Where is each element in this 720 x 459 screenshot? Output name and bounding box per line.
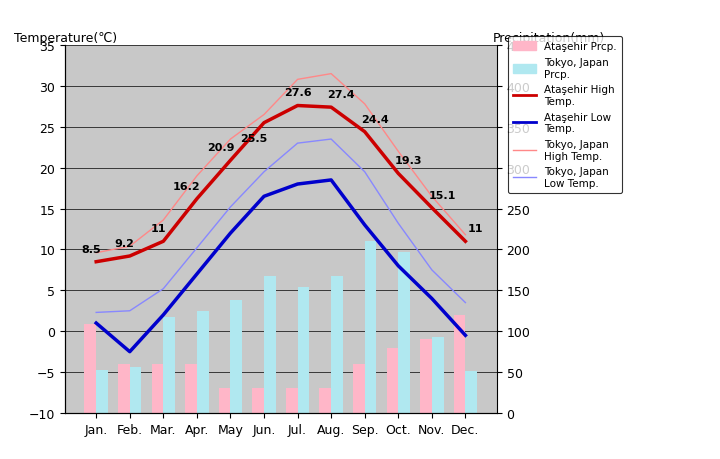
Bar [387,348,398,413]
Bar [185,364,197,413]
Bar [96,371,108,413]
Bar [465,371,477,413]
Legend: Ataşehir Prcp., Tokyo, Japan
Prcp., Ataşehir High
Temp., Ataşehir Low
Temp., Tok: Ataşehir Prcp., Tokyo, Japan Prcp., Ataş… [508,37,622,194]
Text: 25.5: 25.5 [240,134,268,144]
Bar [398,252,410,413]
Bar [252,389,264,413]
Text: 24.4: 24.4 [361,114,389,124]
Bar [320,389,331,413]
Bar [286,389,297,413]
Bar [230,301,242,413]
Text: 16.2: 16.2 [173,181,201,191]
Bar [197,311,209,413]
Text: 19.3: 19.3 [395,156,422,166]
Bar [365,242,377,413]
Bar [219,389,230,413]
Bar [163,317,175,413]
Text: 27.6: 27.6 [284,88,311,98]
Text: 11: 11 [468,224,483,234]
Bar [420,340,432,413]
Bar [84,324,96,413]
Bar [331,276,343,413]
Text: Precipitation(mm): Precipitation(mm) [493,32,606,45]
Text: 8.5: 8.5 [81,244,101,254]
Bar [353,364,365,413]
Text: 9.2: 9.2 [114,238,135,248]
Text: 20.9: 20.9 [207,143,234,153]
Bar [118,364,130,413]
Bar [297,287,310,413]
Text: 11: 11 [150,224,166,234]
Bar [432,337,444,413]
Text: 15.1: 15.1 [428,190,456,200]
Bar [152,364,163,413]
Bar [130,367,142,413]
Text: 27.4: 27.4 [328,90,355,100]
Bar [264,276,276,413]
Text: Temperature(℃): Temperature(℃) [14,32,117,45]
Bar [454,315,465,413]
